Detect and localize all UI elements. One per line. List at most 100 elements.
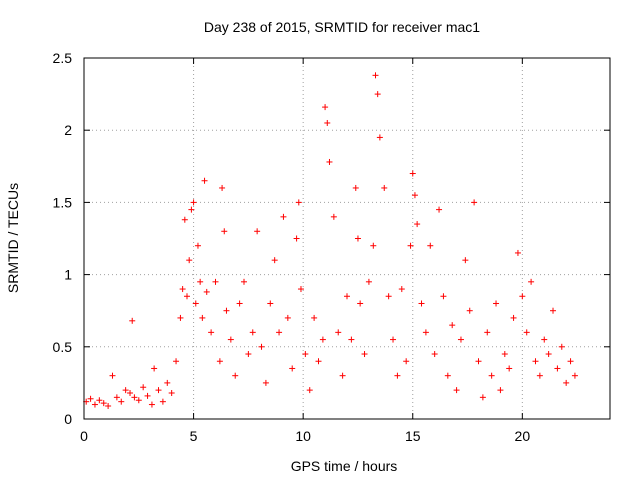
data-point — [407, 242, 414, 249]
data-point — [348, 336, 355, 343]
data-point — [462, 257, 469, 264]
plot-frame — [83, 57, 611, 420]
y-tick-label: 2 — [64, 122, 72, 138]
data-point — [365, 278, 372, 285]
data-point — [236, 300, 243, 307]
data-point — [131, 394, 138, 401]
data-point — [339, 372, 346, 379]
data-point — [284, 314, 291, 321]
data-point — [554, 365, 561, 372]
data-point — [376, 134, 383, 141]
data-point — [567, 358, 574, 365]
data-point — [113, 394, 120, 401]
data-point — [151, 365, 158, 372]
x-axis-label: GPS time / hours — [291, 458, 398, 474]
data-point — [179, 286, 186, 293]
data-point — [262, 379, 269, 386]
data-points — [83, 72, 578, 410]
data-point — [466, 307, 473, 314]
data-point — [409, 170, 416, 177]
data-point — [315, 358, 322, 365]
data-point — [523, 329, 530, 336]
data-point — [311, 314, 318, 321]
data-point — [203, 288, 210, 295]
data-point — [227, 336, 234, 343]
data-point — [192, 300, 199, 307]
data-point — [181, 216, 188, 223]
data-point — [335, 329, 342, 336]
data-point — [506, 365, 513, 372]
grid — [84, 58, 610, 419]
x-tick-label: 0 — [80, 428, 88, 444]
data-point — [194, 242, 201, 249]
data-point — [501, 351, 508, 358]
data-point — [173, 358, 180, 365]
data-point — [164, 379, 171, 386]
data-point — [280, 213, 287, 220]
data-point — [293, 235, 300, 242]
data-point — [411, 192, 418, 199]
data-point — [184, 293, 191, 300]
data-point — [394, 372, 401, 379]
data-point — [188, 206, 195, 213]
data-point — [197, 278, 204, 285]
data-point — [267, 300, 274, 307]
y-tick-label: 0 — [64, 411, 72, 427]
x-tick-label: 20 — [515, 428, 531, 444]
data-point — [431, 351, 438, 358]
x-tick-label: 15 — [405, 428, 421, 444]
data-point — [440, 293, 447, 300]
data-point — [528, 278, 535, 285]
data-point — [493, 300, 500, 307]
data-point — [186, 257, 193, 264]
data-point — [532, 358, 539, 365]
data-point — [127, 390, 134, 397]
data-point — [297, 286, 304, 293]
data-point — [216, 358, 223, 365]
data-point — [221, 228, 228, 235]
data-point — [219, 184, 226, 191]
y-axis-label: SRMTID / TECUs — [5, 183, 21, 293]
data-point — [488, 372, 495, 379]
data-point — [436, 206, 443, 213]
x-tick-label: 10 — [295, 428, 311, 444]
data-point — [381, 184, 388, 191]
data-point — [319, 336, 326, 343]
data-point — [129, 317, 136, 324]
data-point — [168, 390, 175, 397]
data-point — [457, 336, 464, 343]
data-point — [479, 394, 486, 401]
data-point — [240, 278, 247, 285]
data-point — [199, 314, 206, 321]
data-point — [159, 398, 166, 405]
data-point — [514, 249, 521, 256]
data-point — [414, 221, 421, 228]
data-point — [497, 387, 504, 394]
data-point — [295, 199, 302, 206]
data-point — [398, 286, 405, 293]
data-point — [385, 293, 392, 300]
data-point — [254, 228, 261, 235]
data-point — [322, 104, 329, 111]
data-point — [563, 379, 570, 386]
data-point — [352, 184, 359, 191]
data-point — [105, 403, 112, 410]
data-point — [258, 343, 265, 350]
data-point — [306, 387, 313, 394]
data-point — [475, 358, 482, 365]
data-point — [190, 199, 197, 206]
data-point — [245, 351, 252, 358]
chart-title: Day 238 of 2015, SRMTID for receiver mac… — [204, 19, 480, 35]
data-point — [444, 372, 451, 379]
data-point — [87, 395, 94, 402]
data-point — [541, 336, 548, 343]
data-point — [427, 242, 434, 249]
data-point — [558, 343, 565, 350]
data-point — [276, 329, 283, 336]
data-point — [109, 372, 116, 379]
data-point — [212, 278, 219, 285]
data-point — [326, 158, 333, 165]
data-point — [249, 329, 256, 336]
data-point — [484, 329, 491, 336]
data-point — [140, 384, 147, 391]
